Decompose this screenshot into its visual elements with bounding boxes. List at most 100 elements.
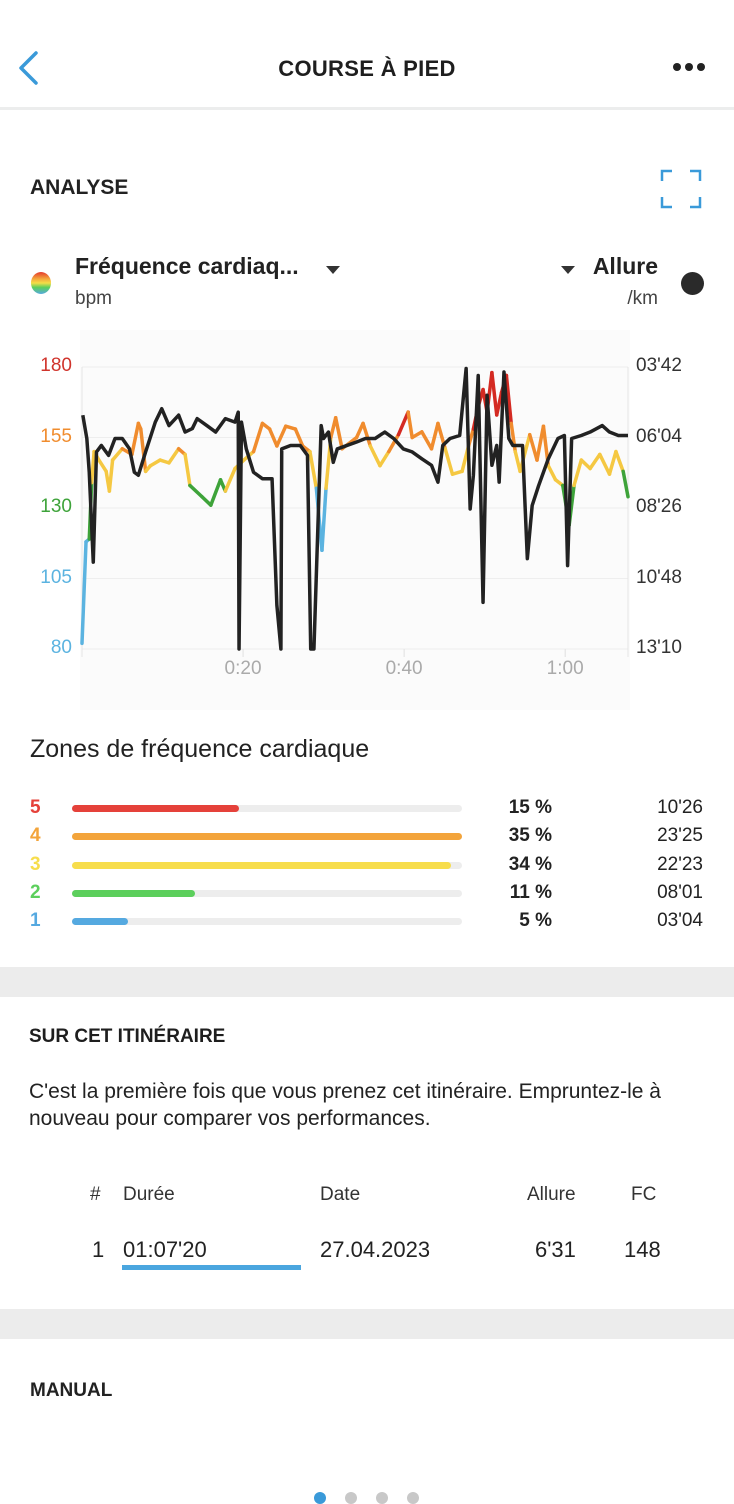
col-hr: FC	[631, 1184, 657, 1205]
right-metric-label: Allure	[592, 253, 658, 279]
zone-percent: 34 %	[508, 853, 552, 875]
zone-bar-track	[72, 889, 462, 897]
x-axis-tick-label: 1:00	[546, 658, 584, 679]
heart-rate-segment	[429, 421, 440, 451]
heart-rate-segment	[110, 447, 125, 462]
heart-rate-pace-chart[interactable]	[0, 0, 734, 720]
top-bar: COURSE À PIED	[0, 0, 734, 110]
zone-number: 3	[30, 853, 41, 875]
pager-dot[interactable]	[376, 1492, 388, 1504]
zone-number: 4	[30, 825, 41, 847]
heart-rate-segment	[89, 449, 96, 485]
heart-rate-segment	[183, 452, 192, 488]
heart-rate-segment	[406, 410, 414, 440]
heart-rate-segment	[494, 390, 504, 417]
heart-rate-segment	[293, 427, 305, 448]
right-axis-tick-label: 13'10	[636, 637, 682, 658]
x-axis-tick-label: 0:40	[385, 658, 423, 679]
zone-bar-fill	[72, 889, 195, 897]
heart-rate-segment	[267, 427, 279, 448]
left-axis-tick-label: 180	[40, 355, 72, 376]
left-axis-tick-label: 80	[50, 637, 72, 658]
zone-row-4: 4 35 % 23'25	[0, 825, 734, 851]
section-divider	[0, 1309, 734, 1339]
left-axis-tick-label: 130	[40, 496, 72, 517]
right-axis-tick-label: 03'42	[636, 355, 682, 376]
dropdown-triangle-icon	[326, 265, 341, 274]
zone-bar-track	[72, 833, 462, 841]
heart-rate-segment	[410, 430, 424, 440]
chart-background	[80, 330, 630, 710]
heart-rate-segment	[598, 452, 612, 476]
current-row-underline	[122, 1265, 301, 1270]
zone-bar-track	[72, 805, 462, 812]
zone-row-2: 2 11 % 08'01	[0, 882, 734, 908]
heart-rate-zones-legend-icon	[31, 272, 51, 294]
heart-rate-segment	[614, 449, 625, 474]
heart-rate-segment	[546, 463, 558, 482]
zone-number: 1	[30, 910, 41, 932]
heart-rate-segment	[443, 447, 455, 476]
right-axis-tick-label: 10'48	[636, 566, 682, 588]
row-date: 27.04.2023	[320, 1237, 431, 1262]
row-pace: 6'31	[535, 1237, 576, 1262]
col-pace: Allure	[527, 1184, 576, 1205]
heart-rate-segment	[223, 466, 237, 493]
heart-rate-segment	[209, 478, 223, 507]
heart-rate-segment	[579, 458, 592, 471]
more-options-icon[interactable]	[672, 62, 706, 72]
heart-rate-segment	[509, 421, 518, 454]
heart-rate-segment	[378, 449, 391, 468]
zone-bar-fill	[72, 833, 462, 841]
heart-rate-segment	[607, 449, 618, 476]
heart-rate-segment	[535, 424, 546, 462]
left-metric-selector[interactable]: Fréquence cardiaq...	[75, 253, 341, 280]
heart-rate-segment	[139, 427, 148, 474]
page-title: COURSE À PIED	[278, 56, 456, 81]
fullscreen-icon[interactable]	[660, 169, 702, 209]
section-divider	[0, 967, 734, 997]
zones-title: Zones de fréquence cardiaque	[30, 735, 370, 763]
zone-time: 10'26	[657, 797, 703, 818]
right-axis-tick-label: 06'04	[636, 425, 682, 447]
heart-rate-segment	[97, 458, 108, 474]
row-duration: 01:07'20	[123, 1237, 207, 1262]
pager-dot[interactable]	[407, 1492, 419, 1504]
zone-percent: 11 %	[509, 881, 552, 903]
dropdown-triangle-icon	[561, 265, 576, 274]
left-axis-tick-label: 105	[40, 566, 72, 588]
route-message: C'est la première fois que vous prenez c…	[29, 1080, 661, 1130]
heart-rate-segment	[308, 449, 319, 491]
zone-bar-fill	[72, 805, 240, 812]
right-metric-selector[interactable]: Allure	[560, 253, 658, 280]
zone-percent: 35 %	[508, 825, 552, 847]
pager-dot[interactable]	[345, 1492, 357, 1504]
zone-percent: 5 %	[519, 910, 552, 932]
heart-rate-segment	[490, 370, 499, 417]
heart-rate-segment	[387, 432, 401, 454]
heart-rate-segment	[251, 421, 265, 454]
heart-rate-segment	[333, 416, 344, 451]
zone-bar-fill	[72, 918, 128, 926]
pager-dot-active[interactable]	[314, 1492, 326, 1504]
heart-rate-segment	[130, 421, 141, 457]
left-metric-label: Fréquence cardiaq...	[75, 253, 299, 279]
heart-rate-segment	[188, 483, 204, 499]
zone-bar-track	[72, 918, 462, 926]
heart-rate-segment	[528, 432, 539, 462]
heart-rate-segment	[107, 458, 115, 493]
right-axis-tick-label: 08'26	[636, 496, 682, 517]
left-metric-unit: bpm	[75, 288, 112, 309]
zone-time: 23'25	[657, 825, 703, 847]
heart-rate-segment	[80, 540, 88, 646]
heart-rate-segment	[200, 494, 213, 507]
heart-rate-segment	[275, 424, 288, 448]
row-rank: 1	[92, 1237, 105, 1262]
zone-number: 5	[30, 797, 41, 818]
right-metric-unit: /km	[627, 288, 658, 309]
back-chevron-icon[interactable]	[16, 50, 40, 86]
heart-rate-segment	[588, 452, 602, 471]
col-date: Date	[320, 1184, 361, 1205]
heart-rate-segment	[148, 458, 162, 468]
zone-row-5: 5 15 % 10'26	[0, 797, 734, 823]
